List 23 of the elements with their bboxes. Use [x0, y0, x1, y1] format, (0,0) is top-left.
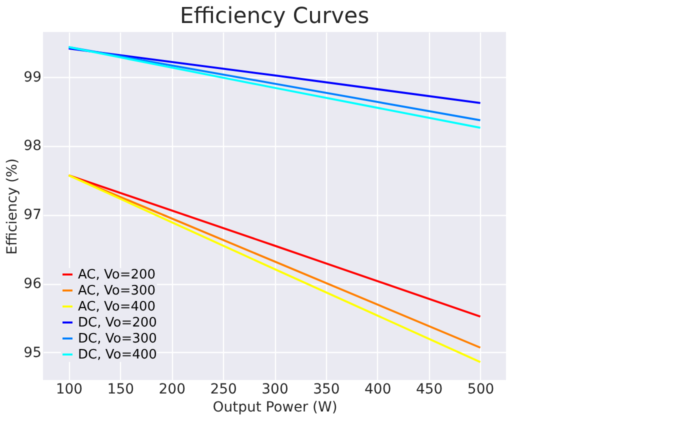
- y-tick-label: 95: [24, 344, 42, 361]
- y-tick-label: 97: [24, 207, 42, 224]
- chart-title: Efficiency Curves: [180, 4, 370, 29]
- y-tick-label: 98: [24, 138, 42, 154]
- y-tick-label: 99: [24, 69, 42, 86]
- legend-label: AC, Vo=400: [78, 300, 156, 314]
- x-axis-title: Output Power (W): [212, 400, 338, 416]
- x-tick-label: 200: [158, 382, 186, 398]
- legend-label: DC, Vo=400: [78, 348, 157, 362]
- y-axis-title: Efficiency (%): [4, 158, 21, 255]
- x-tick-label: 300: [262, 382, 288, 398]
- x-tick-label: 150: [107, 382, 134, 398]
- x-tick-label: 350: [313, 382, 340, 398]
- legend-label: DC, Vo=200: [78, 316, 157, 330]
- y-tick-label: 96: [24, 276, 42, 292]
- x-tick-label: 250: [210, 382, 237, 398]
- x-tick-label: 100: [56, 382, 83, 398]
- legend-label: AC, Vo=300: [78, 284, 156, 298]
- legend-label: AC, Vo=200: [78, 268, 156, 282]
- legend-label: DC, Vo=300: [78, 332, 157, 346]
- x-tick-label: 450: [416, 382, 443, 398]
- x-tick-label: 500: [467, 382, 494, 398]
- x-tick-label: 400: [364, 382, 392, 398]
